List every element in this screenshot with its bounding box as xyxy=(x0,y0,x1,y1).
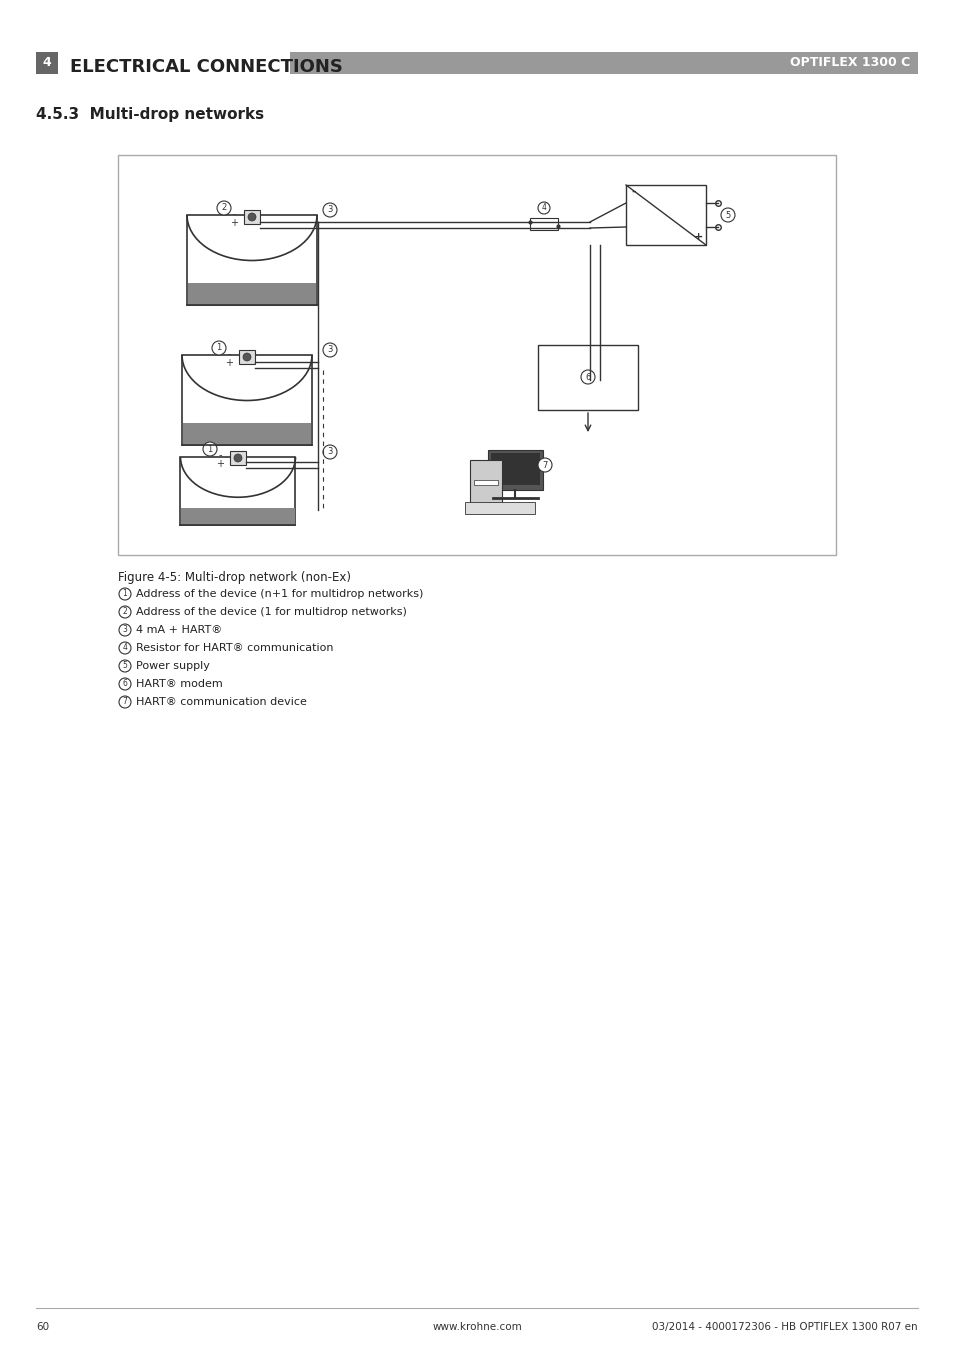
Text: 4: 4 xyxy=(122,643,128,653)
Text: 4: 4 xyxy=(43,57,51,69)
Text: OPTIFLEX 1300 C: OPTIFLEX 1300 C xyxy=(789,57,909,69)
Text: ELECTRICAL CONNECTIONS: ELECTRICAL CONNECTIONS xyxy=(70,58,342,76)
Text: 6: 6 xyxy=(122,680,128,689)
Text: 2: 2 xyxy=(123,608,128,616)
Circle shape xyxy=(119,642,131,654)
Bar xyxy=(187,215,316,305)
Bar xyxy=(188,282,316,305)
Bar xyxy=(625,185,705,245)
Text: 3: 3 xyxy=(327,205,333,215)
Bar xyxy=(181,508,294,524)
Circle shape xyxy=(537,458,552,471)
Circle shape xyxy=(323,203,336,218)
Bar xyxy=(488,450,542,490)
Circle shape xyxy=(119,678,131,690)
Circle shape xyxy=(720,208,734,222)
Circle shape xyxy=(580,370,595,384)
Text: +: + xyxy=(693,232,702,242)
Bar xyxy=(180,457,295,524)
Text: HART® communication device: HART® communication device xyxy=(136,697,307,707)
Bar xyxy=(239,350,254,363)
Circle shape xyxy=(119,661,131,671)
Circle shape xyxy=(119,624,131,636)
Text: Power supply: Power supply xyxy=(136,661,210,671)
Circle shape xyxy=(248,213,255,222)
Bar xyxy=(470,459,501,509)
Circle shape xyxy=(243,353,251,361)
Bar xyxy=(118,155,835,555)
Bar xyxy=(290,51,917,74)
Text: 1: 1 xyxy=(123,589,128,598)
Text: +: + xyxy=(230,218,237,228)
Circle shape xyxy=(216,201,231,215)
Bar xyxy=(230,451,246,465)
Text: 5: 5 xyxy=(724,211,730,219)
Text: 3: 3 xyxy=(327,346,333,354)
Text: +: + xyxy=(215,459,224,469)
Bar xyxy=(464,503,535,513)
Bar xyxy=(537,345,638,409)
Circle shape xyxy=(233,454,242,462)
Text: -: - xyxy=(227,349,231,359)
Bar xyxy=(36,51,58,74)
Circle shape xyxy=(323,343,336,357)
Text: Address of the device (1 for multidrop networks): Address of the device (1 for multidrop n… xyxy=(136,607,406,617)
Text: 4 mA + HART®: 4 mA + HART® xyxy=(136,626,222,635)
Bar xyxy=(244,209,260,224)
Text: 03/2014 - 4000172306 - HB OPTIFLEX 1300 R07 en: 03/2014 - 4000172306 - HB OPTIFLEX 1300 … xyxy=(652,1323,917,1332)
Text: 3: 3 xyxy=(327,447,333,457)
Bar xyxy=(182,423,311,444)
Text: 3: 3 xyxy=(122,626,128,635)
Circle shape xyxy=(323,444,336,459)
Text: Resistor for HART® communication: Resistor for HART® communication xyxy=(136,643,334,653)
Circle shape xyxy=(203,442,216,457)
Bar xyxy=(182,355,312,444)
Text: 7: 7 xyxy=(122,697,128,707)
Text: 1: 1 xyxy=(216,343,221,353)
Circle shape xyxy=(212,340,226,355)
Circle shape xyxy=(119,588,131,600)
Bar xyxy=(491,453,539,485)
Circle shape xyxy=(119,696,131,708)
Text: Figure 4-5: Multi-drop network (non-Ex): Figure 4-5: Multi-drop network (non-Ex) xyxy=(118,571,351,584)
Text: 2: 2 xyxy=(221,204,227,212)
Text: 6: 6 xyxy=(585,373,590,381)
Text: 60: 60 xyxy=(36,1323,49,1332)
Text: 1: 1 xyxy=(207,444,213,454)
Text: -: - xyxy=(218,450,221,459)
Text: Address of the device (n+1 for multidrop networks): Address of the device (n+1 for multidrop… xyxy=(136,589,423,598)
Text: HART® modem: HART® modem xyxy=(136,680,222,689)
Circle shape xyxy=(537,203,550,213)
Text: -: - xyxy=(232,209,235,219)
Text: -: - xyxy=(630,186,635,197)
Text: 4.5.3  Multi-drop networks: 4.5.3 Multi-drop networks xyxy=(36,108,264,123)
Bar xyxy=(530,218,558,230)
Bar xyxy=(474,480,497,485)
Circle shape xyxy=(119,607,131,617)
Text: 7: 7 xyxy=(541,461,547,470)
Text: 5: 5 xyxy=(122,662,128,670)
Text: 4: 4 xyxy=(541,204,546,212)
Text: www.krohne.com: www.krohne.com xyxy=(432,1323,521,1332)
Text: +: + xyxy=(225,358,233,367)
